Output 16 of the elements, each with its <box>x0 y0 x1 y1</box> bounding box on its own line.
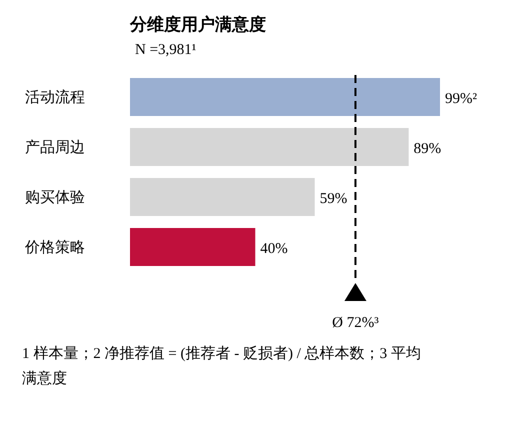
chart-subtitle: N =3,981¹ <box>135 42 196 58</box>
text: 1 样本量；2 净推荐值 = (推荐者 - 贬损者) / 总样本数；3 平均满意度 <box>22 344 422 389</box>
y-tick-label: 产品周边 <box>25 139 85 156</box>
data-label: 40% <box>260 241 288 257</box>
y-tick-label: 价格策略 <box>24 239 85 256</box>
ref-line-label: Ø 72%³ <box>332 315 380 331</box>
bar <box>130 178 315 216</box>
bar <box>130 78 440 116</box>
data-label: 59% <box>320 191 348 207</box>
y-tick-label: 活动流程 <box>25 89 85 106</box>
data-label: 89% <box>414 141 442 157</box>
y-tick-label: 购买体验 <box>25 189 85 206</box>
bar <box>130 228 256 266</box>
bar <box>130 128 409 166</box>
data-label: 99%² <box>445 91 478 107</box>
chart-title: 分维度用户满意度 <box>129 15 266 34</box>
